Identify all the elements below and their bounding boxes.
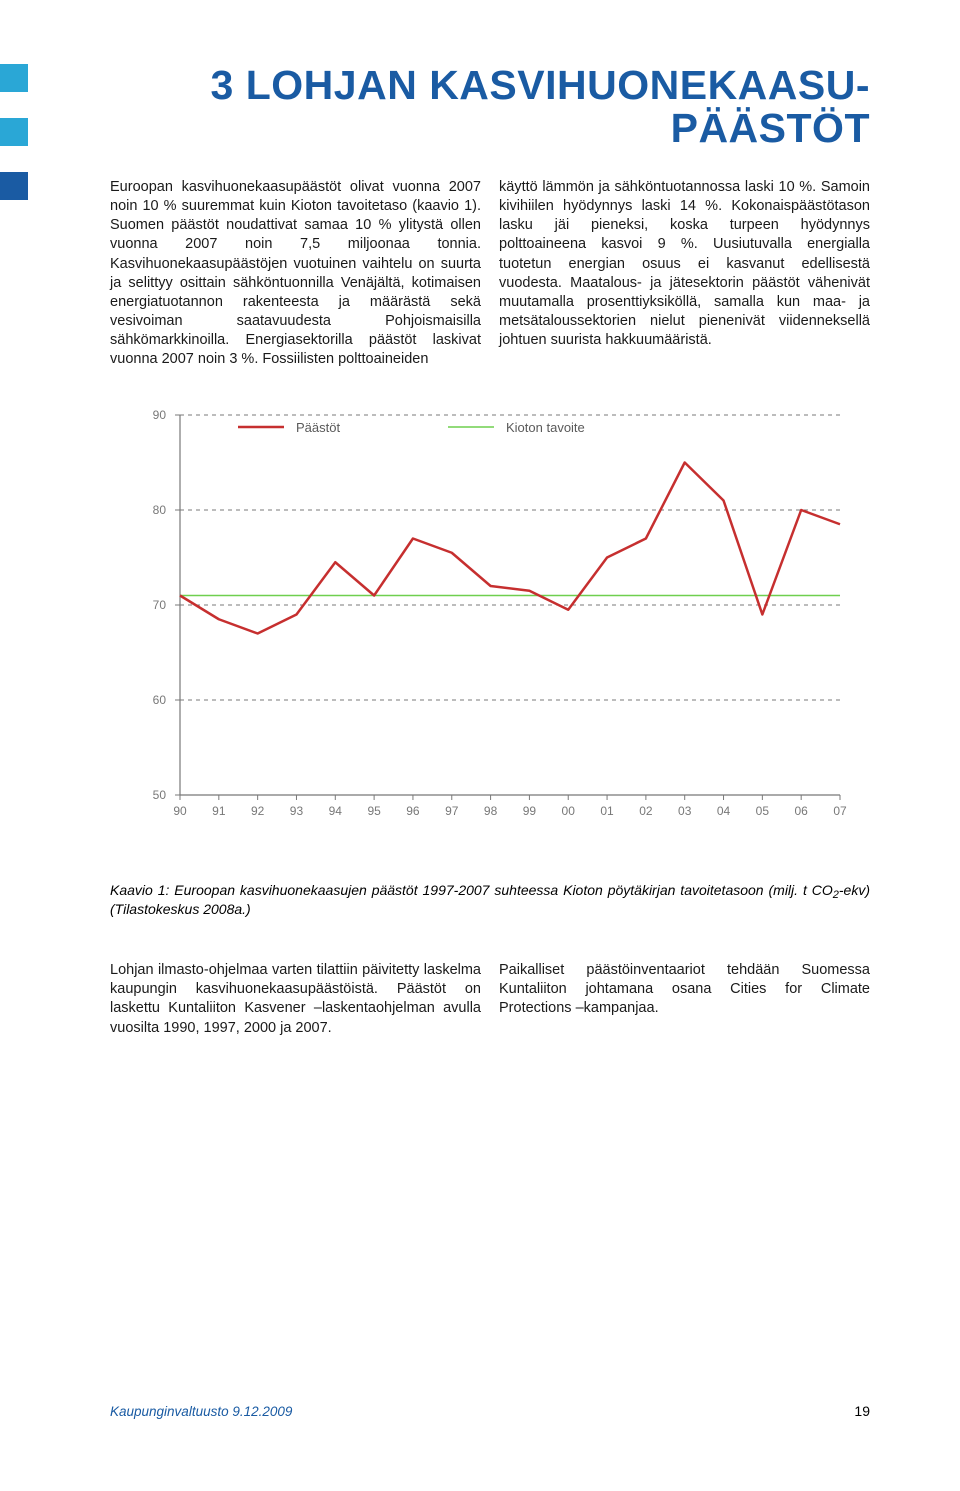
svg-text:95: 95	[367, 804, 381, 818]
caption-sub: 2	[833, 889, 839, 901]
svg-text:02: 02	[639, 804, 653, 818]
intro-columns: Euroopan kasvihuonekaasupäästöt olivat v…	[110, 178, 870, 369]
svg-text:90: 90	[173, 804, 187, 818]
svg-text:98: 98	[484, 804, 498, 818]
svg-text:96: 96	[406, 804, 420, 818]
page-title: 3 LOHJAN KASVIHUONEKAASU- PÄÄSTÖT	[110, 64, 870, 150]
svg-text:91: 91	[212, 804, 226, 818]
intro-left: Euroopan kasvihuonekaasupäästöt olivat v…	[110, 178, 481, 369]
svg-text:Kioton tavoite: Kioton tavoite	[506, 420, 585, 435]
bottom-left-text: Lohjan ilmasto-ohjelmaa varten tilattiin…	[110, 961, 481, 1038]
title-line-1: 3 LOHJAN KASVIHUONEKAASU-	[211, 62, 870, 108]
bottom-left: Lohjan ilmasto-ohjelmaa varten tilattiin…	[110, 961, 481, 1038]
page-footer: Kaupunginvaltuusto 9.12.2009 19	[110, 1403, 870, 1419]
svg-text:07: 07	[833, 804, 847, 818]
svg-text:80: 80	[153, 503, 167, 517]
bottom-right: Paikalliset päästöinventaariot tehdään S…	[499, 961, 870, 1038]
svg-text:04: 04	[717, 804, 731, 818]
svg-text:70: 70	[153, 598, 167, 612]
intro-right-text: käyttö lämmön ja sähköntuotannossa laski…	[499, 178, 870, 350]
svg-text:97: 97	[445, 804, 459, 818]
footer-left: Kaupunginvaltuusto 9.12.2009	[110, 1404, 292, 1419]
svg-text:03: 03	[678, 804, 692, 818]
intro-left-text: Euroopan kasvihuonekaasupäästöt olivat v…	[110, 178, 481, 369]
svg-text:60: 60	[153, 693, 167, 707]
svg-text:06: 06	[794, 804, 808, 818]
chart-caption: Kaavio 1: Euroopan kasvihuonekaasujen pä…	[110, 881, 870, 919]
chart-svg: 50 60 70 80 90 90 91 92 93 94 95 96 97 98 99 00 01 02 03 04…	[110, 387, 870, 857]
svg-text:Päästöt: Päästöt	[296, 420, 340, 435]
title-line-2: PÄÄSTÖT	[671, 105, 870, 151]
margin-square-icon	[0, 64, 28, 92]
margin-square-icon	[0, 118, 28, 146]
svg-text:05: 05	[756, 804, 770, 818]
emissions-chart: 50 60 70 80 90 90 91 92 93 94 95 96 97 98 99 00 01 02 03 04…	[110, 387, 870, 857]
bottom-columns: Lohjan ilmasto-ohjelmaa varten tilattiin…	[110, 961, 870, 1038]
svg-text:00: 00	[562, 804, 576, 818]
page-number: 19	[854, 1403, 870, 1419]
svg-text:92: 92	[251, 804, 265, 818]
svg-text:99: 99	[523, 804, 537, 818]
svg-text:90: 90	[153, 408, 167, 422]
svg-text:50: 50	[153, 788, 167, 802]
margin-square-icon	[0, 172, 28, 200]
bottom-right-text: Paikalliset päästöinventaariot tehdään S…	[499, 961, 870, 1018]
svg-text:94: 94	[329, 804, 343, 818]
intro-right: käyttö lämmön ja sähköntuotannossa laski…	[499, 178, 870, 369]
svg-text:01: 01	[600, 804, 614, 818]
page-content: 3 LOHJAN KASVIHUONEKAASU- PÄÄSTÖT Euroop…	[110, 64, 870, 1038]
svg-text:93: 93	[290, 804, 304, 818]
caption-prefix: Kaavio 1: Euroopan kasvihuonekaasujen pä…	[110, 882, 833, 898]
